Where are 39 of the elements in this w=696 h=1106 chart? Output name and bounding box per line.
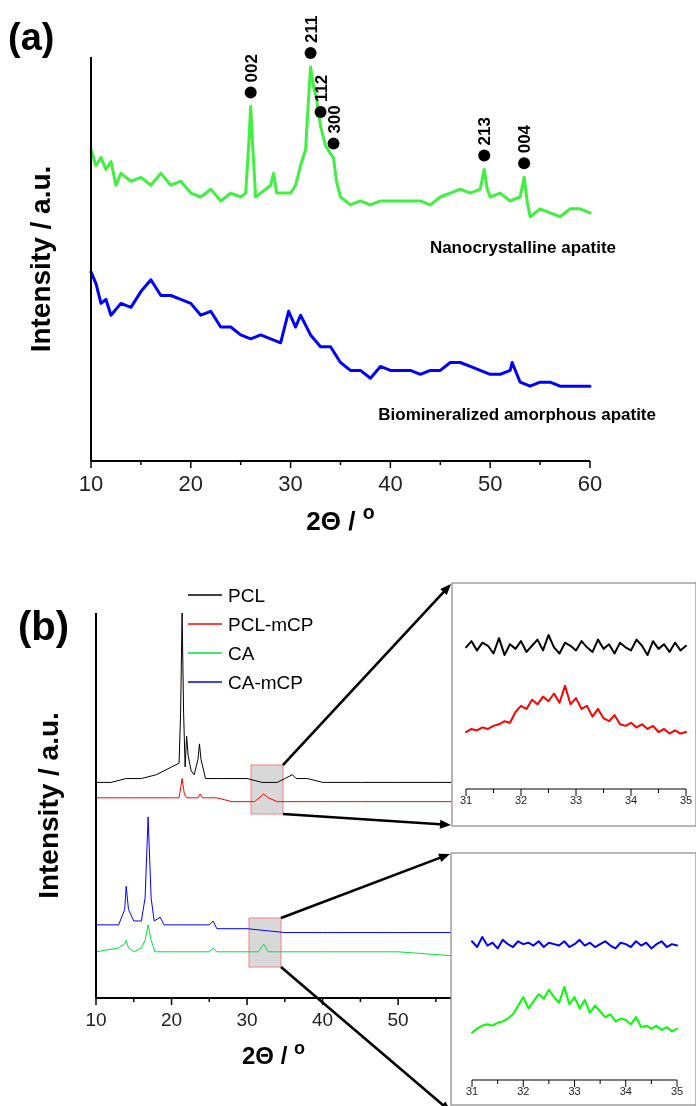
x-tick-label: 30: [236, 1009, 258, 1030]
y-axis-title: Intensity / a.u.: [33, 712, 64, 899]
x-tick-label: 35: [679, 794, 693, 806]
annotation: 002: [241, 54, 261, 83]
y-axis-title: Intensity / a.u.: [25, 165, 56, 353]
annotation: 213: [475, 117, 495, 146]
x-tick-label: 40: [378, 471, 403, 496]
x-tick-label: 50: [387, 1009, 409, 1030]
series-label: Nanocrystalline apatite: [429, 237, 616, 257]
series-label: Biomineralized amorphous apatite: [378, 405, 656, 425]
x-tick-label: 31: [465, 1085, 479, 1097]
legend-label: PCL-mCP: [228, 614, 314, 635]
x-tick-label: 10: [85, 1009, 107, 1030]
x-axis-title: 2Θ / $^{o}$: [306, 501, 375, 536]
legend-label: CA: [228, 643, 255, 664]
x-tick-label: 20: [160, 1009, 183, 1030]
x-axis-title: 2Θ / $^{o}$: [241, 1038, 306, 1069]
x-tick-label: 40: [312, 1009, 334, 1030]
x-tick-label: 33: [568, 1085, 581, 1097]
x-tick-label: 50: [477, 471, 503, 496]
x-tick-label: 32: [517, 1085, 530, 1097]
x-tick-label: 30: [278, 471, 303, 496]
x-tick-label: 31: [459, 794, 473, 806]
chart-title: (b): [18, 604, 70, 648]
x-tick-label: 33: [569, 794, 583, 806]
annotation: 112: [311, 74, 331, 103]
x-tick-label: 60: [577, 471, 603, 496]
annotation: 300: [324, 105, 344, 134]
x-tick-label: 10: [78, 471, 104, 496]
x-tick-label: 34: [619, 1085, 632, 1097]
x-tick-label: 35: [670, 1085, 684, 1097]
x-tick-label: 20: [178, 471, 204, 496]
legend-label: CA-mCP: [228, 672, 303, 693]
x-tick-label: 34: [624, 794, 638, 806]
legend-label: PCL: [228, 585, 265, 606]
annotation: 004: [515, 124, 535, 154]
annotation: 211: [301, 15, 321, 43]
chart-title: (a): [8, 16, 55, 58]
x-tick-label: 32: [514, 794, 528, 806]
